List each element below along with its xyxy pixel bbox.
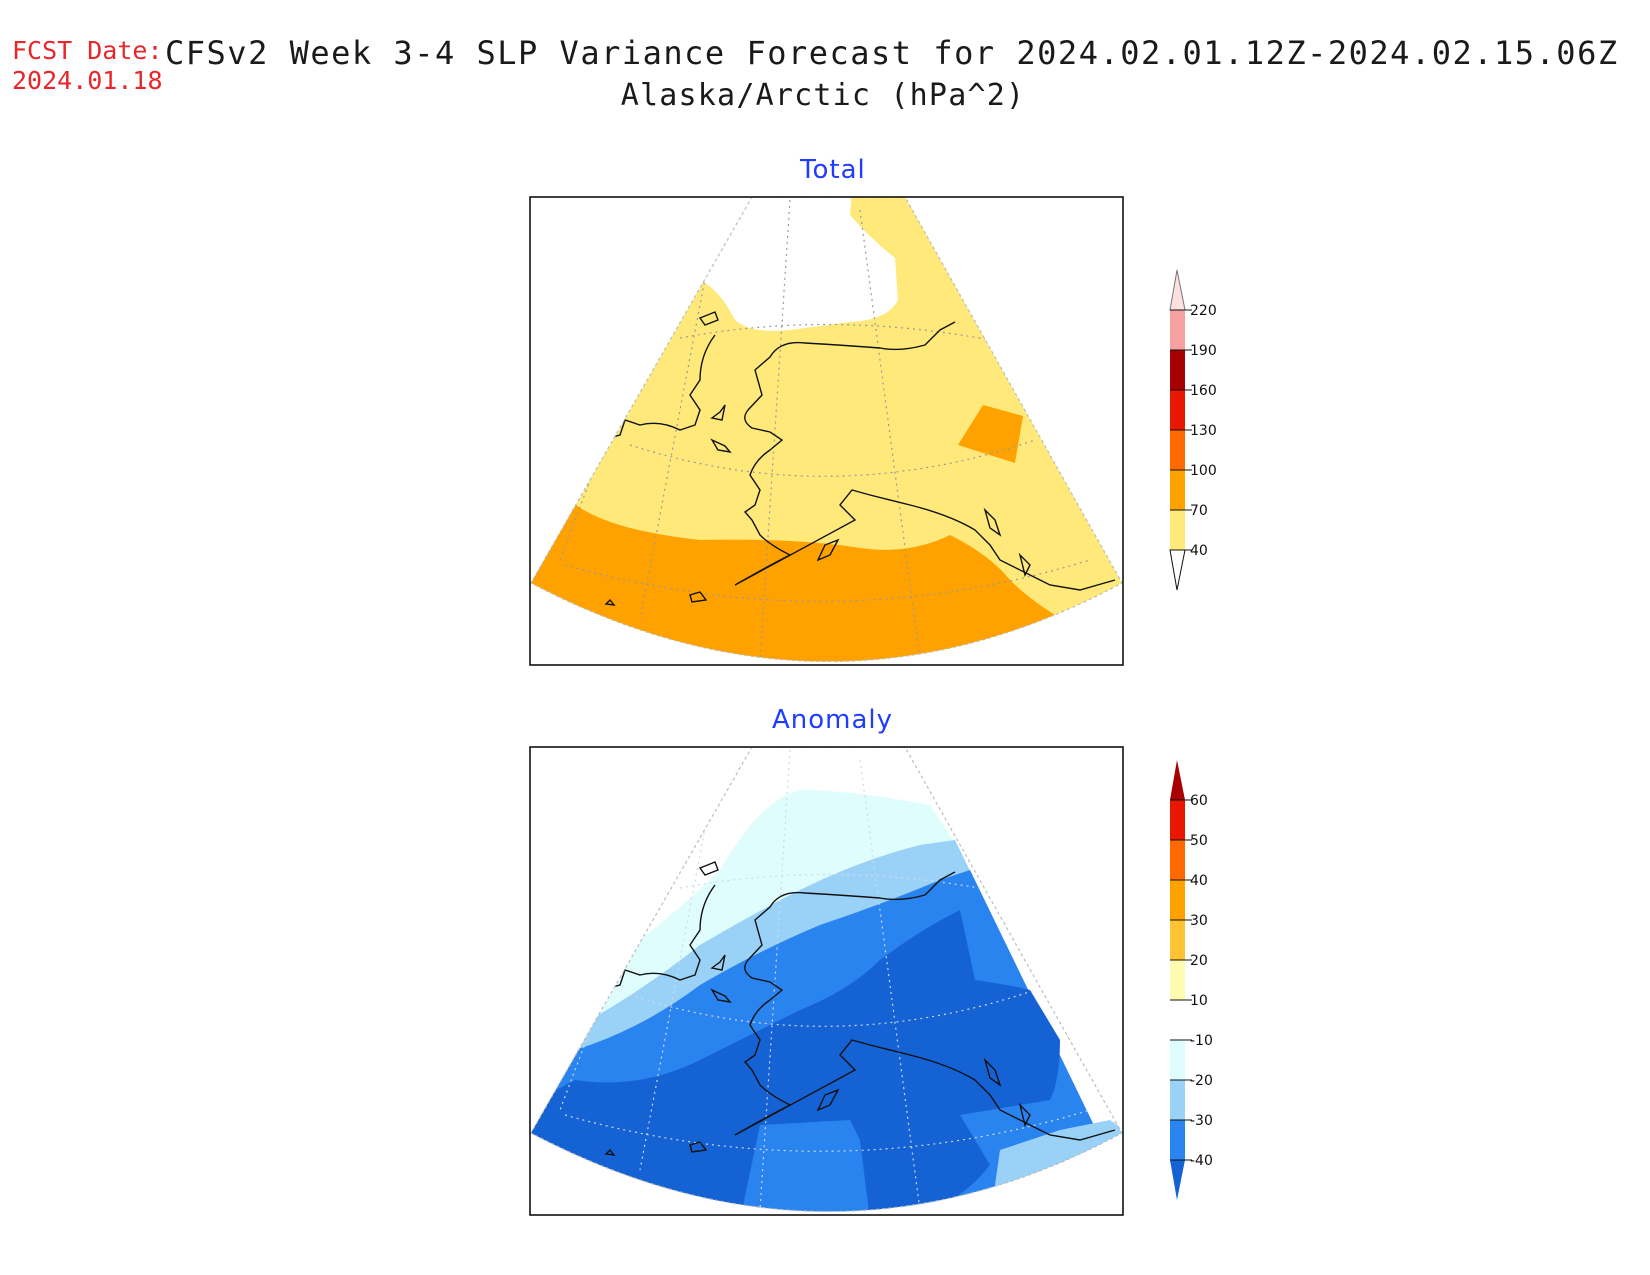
coastline-anomaly bbox=[599, 861, 1116, 1156]
colorbar-total-190-220 bbox=[1170, 310, 1185, 350]
fill-70-100-east bbox=[958, 405, 1023, 463]
colorbar-total-100-130 bbox=[1170, 430, 1185, 470]
colorbar-anomaly-top-arrow bbox=[1170, 760, 1185, 800]
colorbar-anomaly-50-60 bbox=[1170, 800, 1185, 840]
colorbar-anomaly-minus10-10 bbox=[1170, 1000, 1185, 1040]
colorbar-total: 220 190 160 130 100 70 40 bbox=[1169, 269, 1217, 591]
colorbar-anomaly-label-30: 30 bbox=[1190, 913, 1208, 929]
colorbar-total-label-160: 160 bbox=[1190, 383, 1217, 399]
colorbar-anomaly-label-minus10: -10 bbox=[1190, 1033, 1213, 1049]
colorbar-anomaly-label-40: 40 bbox=[1190, 873, 1208, 889]
subtitle-text: Alaska/Arctic (hPa^2) bbox=[620, 78, 1026, 113]
map-total bbox=[529, 196, 1124, 666]
coastline-total bbox=[599, 311, 1116, 606]
colorbar-anomaly-minus30-minus20 bbox=[1170, 1080, 1185, 1120]
colorbar-anomaly-40-50 bbox=[1170, 840, 1185, 880]
colorbar-total-bottom-arrow bbox=[1169, 549, 1186, 591]
page-title: CFSv2 Week 3-4 SLP Variance Forecast for… bbox=[165, 34, 1619, 72]
colorbar-total-160-190 bbox=[1170, 350, 1185, 390]
forecast-date-value: 2024.01.18 bbox=[12, 66, 163, 95]
colorbar-total-label-100: 100 bbox=[1190, 463, 1217, 479]
colorbar-anomaly-10-20 bbox=[1170, 960, 1185, 1000]
colorbar-anomaly-minus20-minus10 bbox=[1170, 1040, 1185, 1080]
colorbar-anomaly-label-minus20: -20 bbox=[1190, 1073, 1213, 1089]
sector-outline-total bbox=[530, 196, 1123, 663]
colorbar-anomaly-minus40-minus30 bbox=[1170, 1120, 1185, 1160]
colorbar-total-label-220: 220 bbox=[1190, 303, 1217, 319]
colorbar-anomaly-label-60: 60 bbox=[1190, 793, 1208, 809]
colorbar-anomaly-label-20: 20 bbox=[1190, 953, 1208, 969]
colorbar-anomaly-label-50: 50 bbox=[1190, 833, 1208, 849]
colorbar-total-40-70 bbox=[1170, 510, 1185, 550]
colorbar-anomaly-label-minus30: -30 bbox=[1190, 1113, 1213, 1129]
colorbar-total-130-160 bbox=[1170, 390, 1185, 430]
colorbar-total-label-130: 130 bbox=[1190, 423, 1217, 439]
colorbar-total-label-70: 70 bbox=[1190, 503, 1208, 519]
colorbar-total-top-arrow bbox=[1169, 269, 1186, 311]
colorbar-anomaly-bottom-arrow bbox=[1170, 1160, 1185, 1200]
frame-total bbox=[529, 196, 1124, 666]
forecast-date-label: FCST Date: bbox=[12, 36, 163, 65]
colorbar-total-70-100 bbox=[1170, 470, 1185, 510]
forecast-date-block: FCST Date: 2024.01.18 bbox=[12, 36, 163, 96]
colorbar-anomaly-label-10: 10 bbox=[1190, 993, 1208, 1009]
colorbar-anomaly-20-30 bbox=[1170, 920, 1185, 960]
colorbar-anomaly-30-40 bbox=[1170, 880, 1185, 920]
frame-anomaly bbox=[529, 746, 1124, 1216]
colorbar-total-label-190: 190 bbox=[1190, 343, 1217, 359]
fill-below-minus40 bbox=[531, 910, 1060, 1212]
panel-title-anomaly: Anomaly bbox=[772, 705, 894, 735]
colorbar-anomaly-label-minus40: -40 bbox=[1190, 1153, 1213, 1169]
fill-70-100-south bbox=[531, 505, 1122, 662]
page-subtitle: Alaska/Arctic (hPa^2) bbox=[0, 78, 1650, 114]
colorbar-anomaly: 60 50 40 30 20 10 -10 -20 -30 -40 bbox=[1170, 760, 1213, 1200]
panel-title-total: Total bbox=[800, 155, 866, 185]
sector-outline-anomaly bbox=[530, 746, 1123, 1213]
colorbar-total-label-40: 40 bbox=[1190, 543, 1208, 559]
map-anomaly bbox=[529, 746, 1124, 1216]
